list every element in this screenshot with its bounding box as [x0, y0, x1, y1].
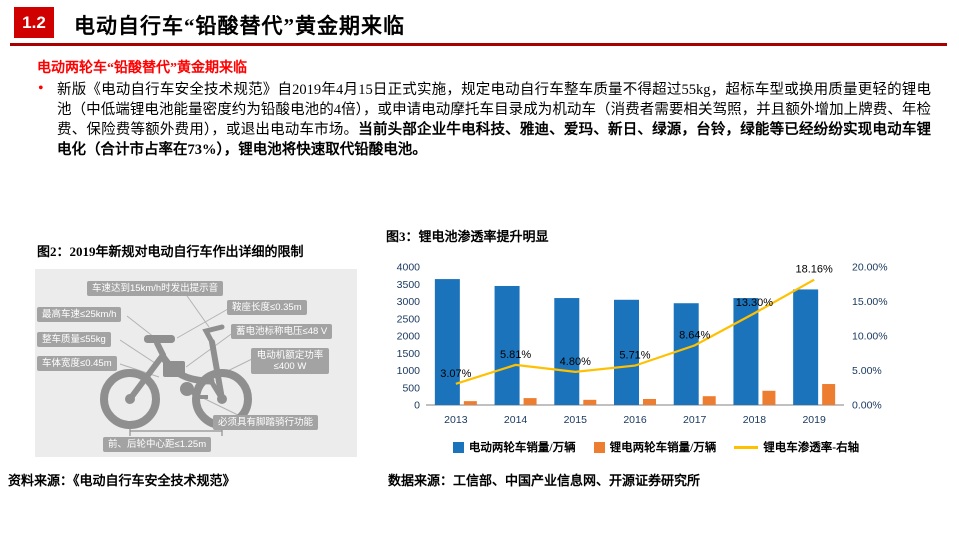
- penetration-combo-chart: 0 500 1000 1500 2000 2500 3000 3500 4000 0.00% 5.0…: [397, 262, 888, 427]
- ebike-illustration: [100, 292, 253, 436]
- callout-max-speed: 最高车速≤25km/h: [37, 307, 122, 322]
- wheelbase-dimension-line: [129, 426, 223, 436]
- svg-text:10.00%: 10.00%: [852, 331, 888, 343]
- svg-text:0.00%: 0.00%: [852, 400, 882, 412]
- paragraph-normal-text: 新版《电动自行车安全技术规范》自2019年4月15日正式实施，规定电动自行车整车…: [57, 82, 931, 138]
- legend-item-lithium-sales: 锂电两轮车销量/万辆: [593, 439, 717, 455]
- header-divider: [10, 43, 947, 46]
- callout-motor-power: 电动机额定功率≤400 W: [251, 348, 329, 374]
- svg-text:2016: 2016: [623, 414, 647, 426]
- svg-text:2017: 2017: [683, 414, 707, 426]
- legend-item-ebike-sales: 电动两轮车销量/万辆: [452, 439, 576, 455]
- svg-text:5.00%: 5.00%: [852, 365, 882, 377]
- legend-swatch-blue-bar: [452, 441, 464, 453]
- svg-text:2019: 2019: [802, 414, 826, 426]
- chart-legend: 电动两轮车销量/万辆 锂电两轮车销量/万辆 锂电车渗透率-右轴: [386, 439, 926, 455]
- bullet-marker: •: [38, 80, 44, 97]
- svg-text:500: 500: [402, 382, 420, 394]
- svg-text:5.81%: 5.81%: [500, 349, 531, 361]
- figure2-source: 资料来源：《电动自行车安全技术规范》: [8, 473, 236, 488]
- svg-text:3.07%: 3.07%: [440, 368, 471, 380]
- svg-text:18.16%: 18.16%: [795, 264, 833, 276]
- svg-text:5.71%: 5.71%: [619, 350, 650, 362]
- svg-text:8.64%: 8.64%: [679, 329, 710, 341]
- svg-text:1000: 1000: [397, 365, 421, 377]
- legend-label: 锂电车渗透率-右轴: [763, 442, 860, 454]
- body-paragraph: • 新版《电动自行车安全技术规范》自2019年4月15日正式实施，规定电动自行车…: [38, 80, 932, 160]
- callout-battery-voltage: 蓄电池标称电压≤48 V: [231, 324, 333, 339]
- figure2: 图2：2019年新规对电动自行车作出详细的限制: [10, 241, 382, 457]
- svg-text:2000: 2000: [397, 331, 421, 343]
- svg-text:0: 0: [414, 400, 420, 412]
- callout-pedal-function: 必须具有脚踏骑行功能: [213, 415, 319, 430]
- svg-text:3000: 3000: [397, 296, 421, 308]
- figure2-diagram-panel: 车速达到15km/h时发出提示音 最高车速≤25km/h 整车质量≤55kg 车…: [35, 269, 357, 457]
- legend-label: 锂电两轮车销量/万辆: [609, 442, 717, 454]
- svg-text:15.00%: 15.00%: [852, 296, 888, 308]
- svg-text:1500: 1500: [397, 348, 421, 360]
- paragraph-bold-text: 当前头部企业牛电科技、雅迪、爱玛、新日、绿源，台铃，绿能等已经纷纷实现电动车锂电…: [57, 122, 932, 158]
- svg-text:2015: 2015: [564, 414, 588, 426]
- svg-text:13.30%: 13.30%: [736, 297, 774, 309]
- legend-swatch-orange-bar: [593, 441, 605, 453]
- section-number-badge: 1.2: [14, 7, 54, 38]
- svg-text:20.00%: 20.00%: [852, 262, 888, 274]
- callout-body-width: 车体宽度≤0.45m: [37, 356, 117, 371]
- callout-saddle-length: 鞍座长度≤0.35m: [227, 300, 307, 315]
- figure3: 图3：锂电池渗透率提升明显 0 500 1000 1500 2000 2500 3000 35…: [386, 226, 926, 455]
- svg-text:2013: 2013: [444, 414, 468, 426]
- callout-wheelbase: 前、后轮中心距≤1.25m: [103, 437, 212, 452]
- svg-text:2014: 2014: [504, 414, 528, 426]
- body-subtitle: 电动两轮车“铅酸替代”黄金期来临: [37, 61, 247, 76]
- figure3-source: 数据来源：工信部、中国产业信息网、开源证券研究所: [388, 473, 701, 488]
- callout-speed-alert: 车速达到15km/h时发出提示音: [87, 281, 224, 296]
- svg-text:2018: 2018: [743, 414, 767, 426]
- legend-label: 电动两轮车销量/万辆: [468, 442, 576, 454]
- figure2-title: 图2：2019年新规对电动自行车作出详细的限制: [37, 244, 304, 259]
- svg-text:2500: 2500: [397, 313, 421, 325]
- page-title: 电动自行车“铅酸替代”黄金期来临: [74, 14, 405, 38]
- callout-vehicle-weight: 整车质量≤55kg: [37, 332, 111, 347]
- section-number: 1.2: [22, 12, 46, 32]
- legend-item-penetration: 锂电车渗透率-右轴: [734, 439, 859, 455]
- figure3-title: 图3：锂电池渗透率提升明显: [386, 229, 549, 244]
- svg-text:4.80%: 4.80%: [560, 356, 591, 368]
- svg-text:4000: 4000: [397, 262, 421, 274]
- legend-swatch-yellow-line: [734, 445, 759, 449]
- svg-text:3500: 3500: [397, 279, 421, 291]
